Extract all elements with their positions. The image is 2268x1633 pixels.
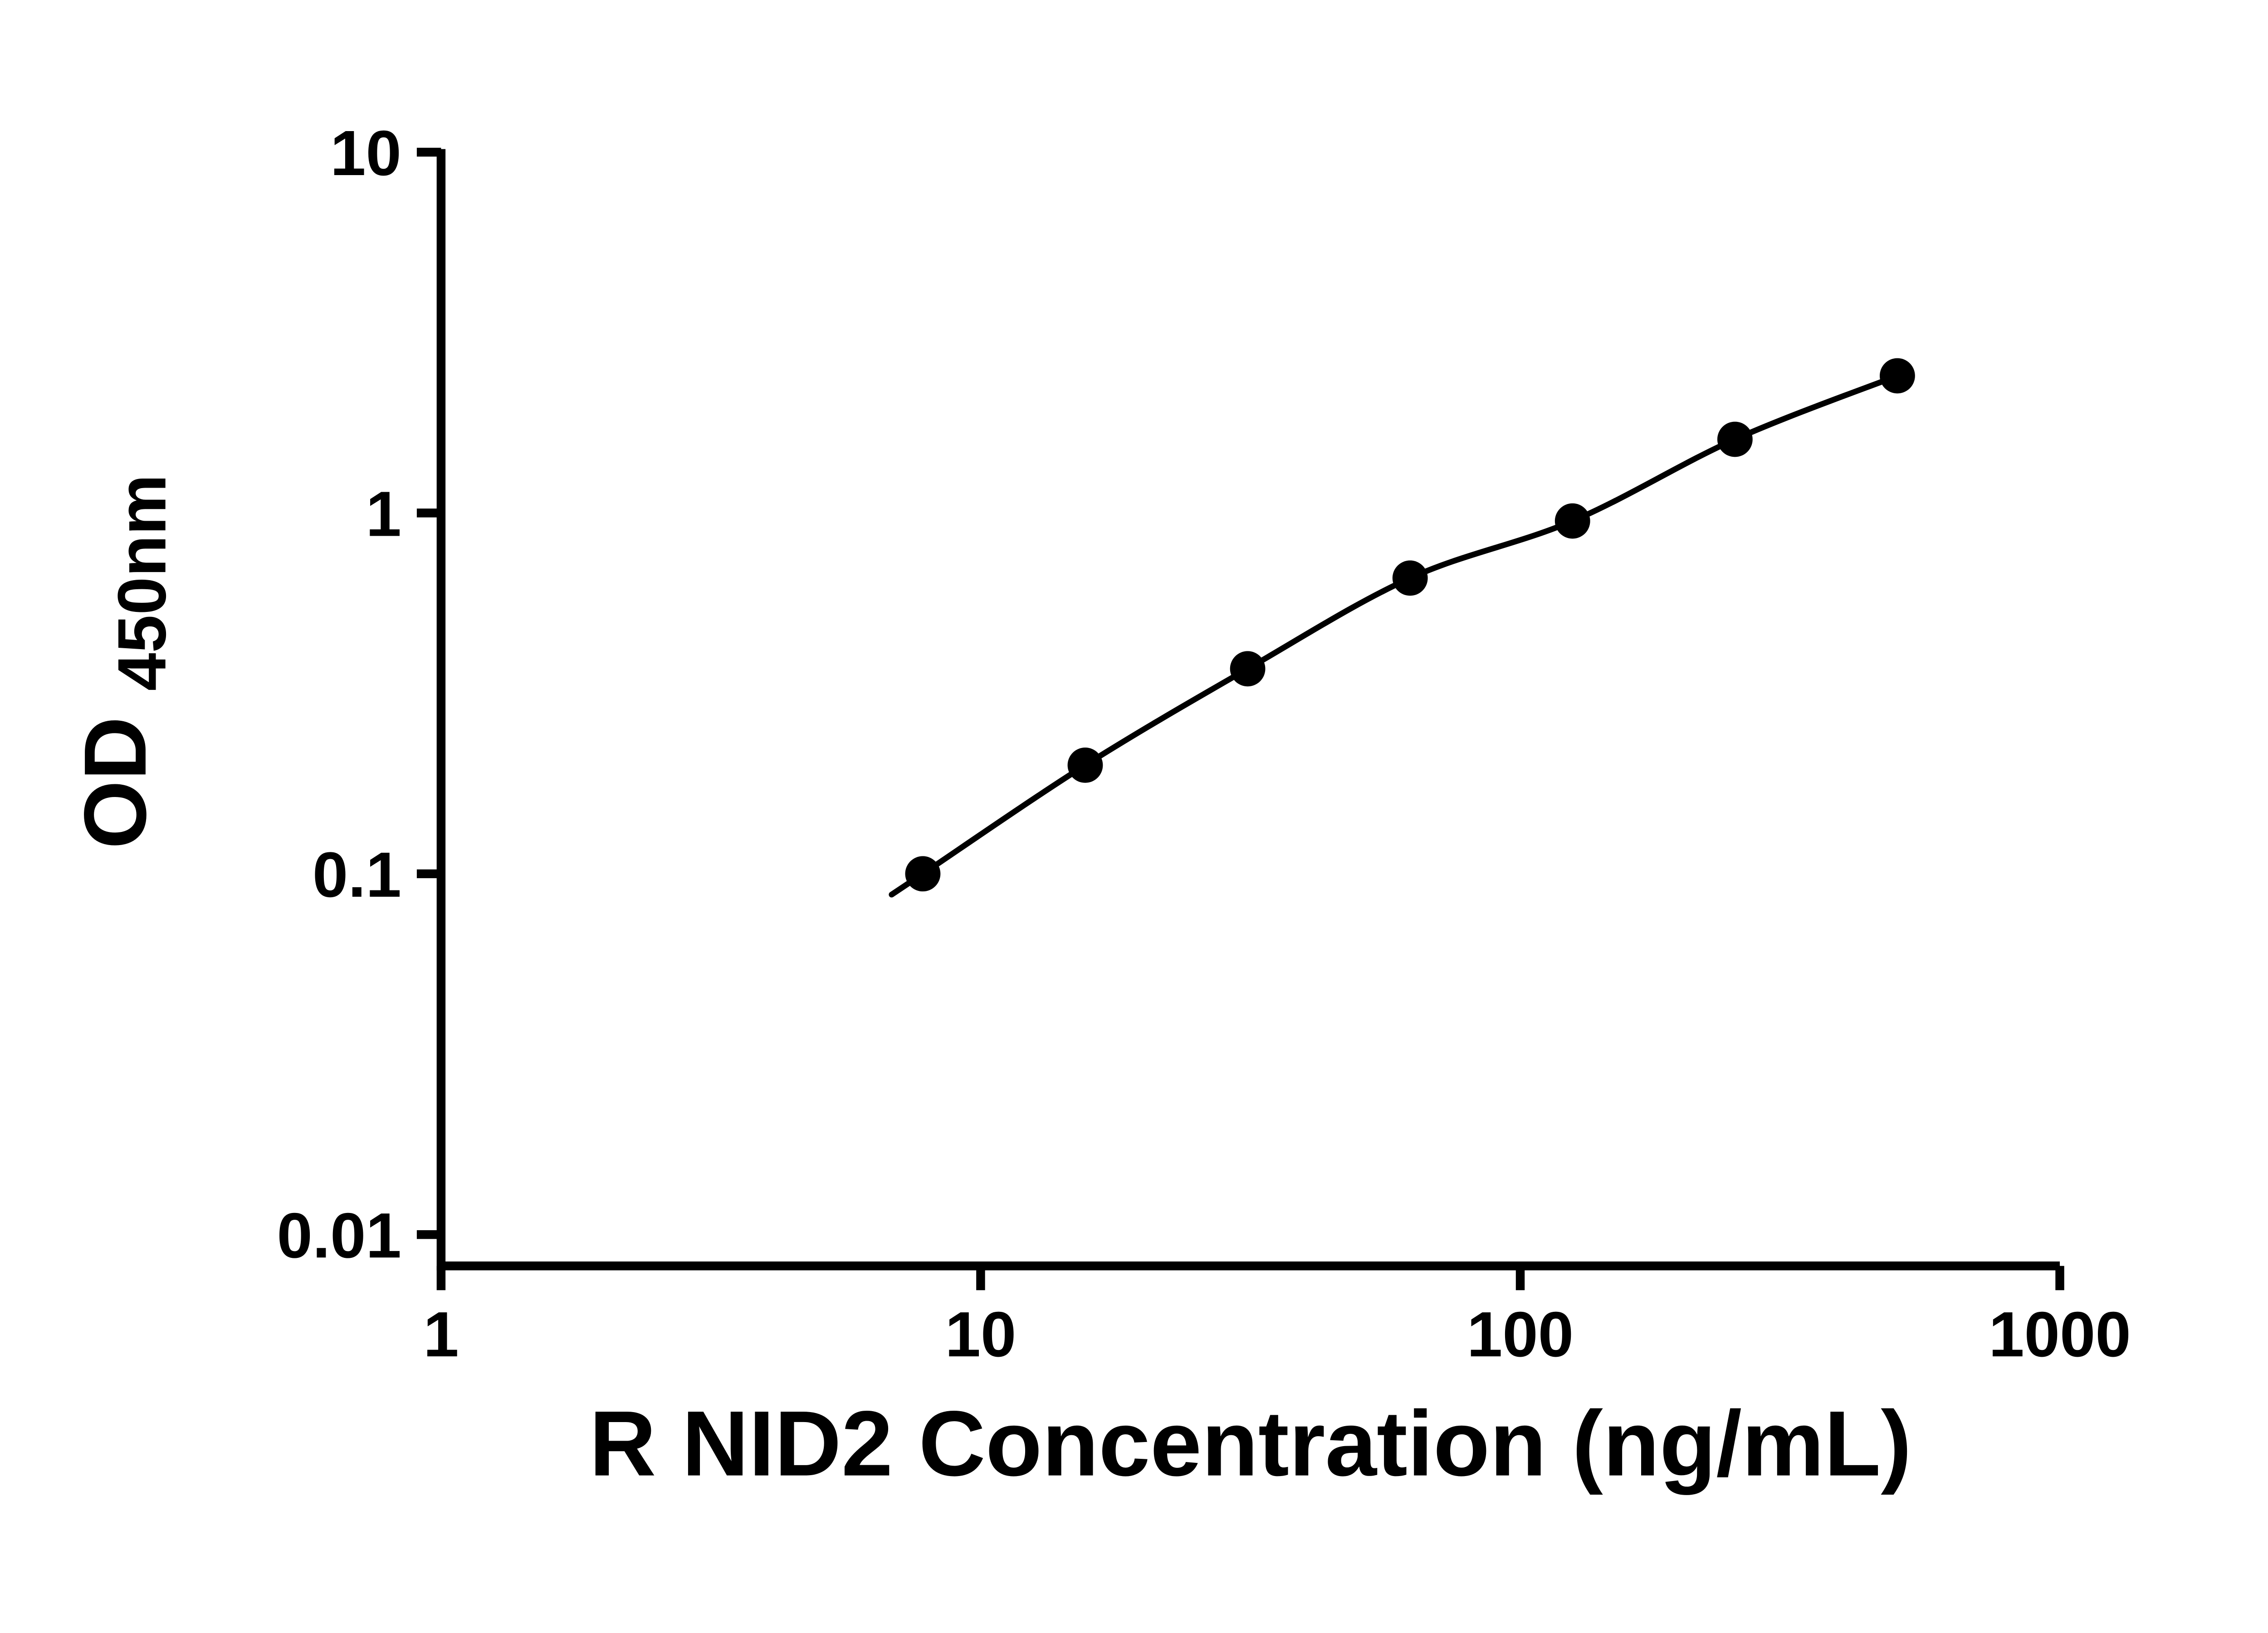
x-tick-label: 10 bbox=[945, 1298, 1016, 1370]
plot-svg: 10 1 0.1 0.01 1 10 100 1000 OD 450nm R NID2 Con… bbox=[62, 117, 2131, 1496]
data-point bbox=[1230, 651, 1266, 687]
y-axis-title-main: OD bbox=[66, 717, 165, 849]
y-tick-label: 0.1 bbox=[313, 839, 401, 910]
axis-frame bbox=[436, 149, 2060, 1271]
data-point bbox=[905, 856, 941, 892]
fit-line bbox=[889, 373, 1901, 898]
elisa-standard-curve-chart: 10 1 0.1 0.01 1 10 100 1000 OD 450nm R NID2 Con… bbox=[62, 117, 2131, 1496]
y-tick-label: 0.01 bbox=[277, 1199, 401, 1271]
y-axis-title: OD 450nm bbox=[62, 474, 180, 849]
y-tick-label: 1 bbox=[366, 478, 401, 549]
x-tick-label: 1000 bbox=[1989, 1298, 2131, 1370]
plot-area: 10 1 0.1 0.01 1 10 100 1000 bbox=[277, 117, 2131, 1370]
x-tick-label: 100 bbox=[1467, 1298, 1574, 1370]
data-point bbox=[1067, 747, 1103, 783]
x-tick-label: 1 bbox=[423, 1298, 459, 1370]
x-axis-title: R NID2 Concentration (ng/mL) bbox=[589, 1392, 1911, 1496]
data-point bbox=[1717, 421, 1753, 457]
y-axis-title-subscript: 450nm bbox=[104, 474, 180, 691]
data-point bbox=[1392, 560, 1428, 596]
y-tick-label: 10 bbox=[330, 117, 401, 189]
data-point bbox=[1880, 358, 1915, 394]
data-point bbox=[1554, 503, 1590, 539]
